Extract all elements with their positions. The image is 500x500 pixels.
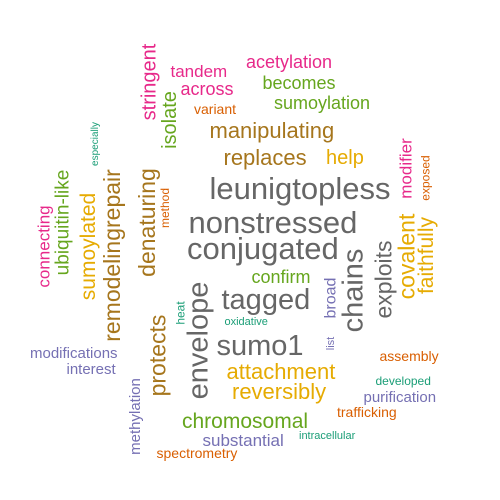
cloud-word-nonstressed: nonstressed: [188, 204, 358, 240]
cloud-word-heat: heat: [173, 301, 188, 325]
cloud-word-connecting: connecting: [34, 204, 54, 288]
cloud-word-broad: broad: [321, 277, 339, 319]
cloud-word-tagged: tagged: [221, 283, 311, 316]
cloud-word-leunigtopless: leunigtopless: [209, 170, 391, 206]
cloud-word-method: method: [158, 187, 173, 229]
cloud-word-developed: developed: [375, 374, 431, 388]
cloud-word-protects: protects: [144, 314, 171, 396]
cloud-word-spectrometry: spectrometry: [156, 445, 238, 461]
cloud-word-denaturing: denaturing: [133, 167, 160, 277]
cloud-word-attachment: attachment: [226, 359, 336, 384]
cloud-word-modifications: modifications: [30, 344, 118, 362]
cloud-word-sumoylated: sumoylated: [76, 192, 100, 300]
cloud-word-sumoylation: sumoylation: [274, 93, 371, 113]
cloud-word-interest: interest: [66, 360, 116, 378]
cloud-word-stringent: stringent: [137, 43, 160, 121]
cloud-word-modifier: modifier: [396, 137, 416, 199]
cloud-word-list: list: [324, 336, 337, 350]
cloud-word-faithfully: faithfully: [414, 216, 438, 294]
cloud-word-exposed: exposed: [418, 155, 433, 201]
cloud-word-help: help: [326, 147, 364, 169]
cloud-word-substantial: substantial: [202, 430, 284, 450]
cloud-word-acetylation: acetylation: [246, 52, 333, 72]
cloud-word-reversibly: reversibly: [232, 379, 327, 404]
cloud-word-across: across: [180, 79, 234, 99]
cloud-word-remodelingrepair: remodelingrepair: [98, 168, 125, 342]
cloud-word-sumo1: sumo1: [216, 329, 304, 362]
cloud-word-purification: purification: [363, 388, 437, 406]
cloud-word-manipulating: manipulating: [209, 118, 335, 143]
cloud-word-tandem: tandem: [170, 61, 228, 81]
cloud-word-chromosomal: chromosomal: [182, 409, 309, 433]
cloud-word-conjugated: conjugated: [187, 230, 339, 266]
cloud-word-isolate: isolate: [158, 91, 181, 149]
cloud-word-intracellular: intracellular: [299, 429, 356, 442]
cloud-word-chains: chains: [337, 248, 370, 332]
cloud-word-especially: especially: [89, 122, 101, 166]
cloud-word-becomes: becomes: [262, 73, 336, 93]
cloud-word-envelope: envelope: [182, 281, 215, 399]
cloud-word-variant: variant: [194, 101, 237, 117]
cloud-word-confirm: confirm: [251, 267, 311, 287]
cloud-word-replaces: replaces: [223, 145, 307, 170]
cloud-word-methylation: methylation: [126, 377, 144, 455]
cloud-word-ubiquitin-like: ubiquitin-like: [52, 169, 74, 275]
cloud-word-assembly: assembly: [379, 348, 439, 364]
cloud-word-trafficking: trafficking: [337, 404, 397, 420]
cloud-word-oxidative: oxidative: [224, 315, 268, 328]
cloud-word-exploits: exploits: [370, 240, 397, 318]
